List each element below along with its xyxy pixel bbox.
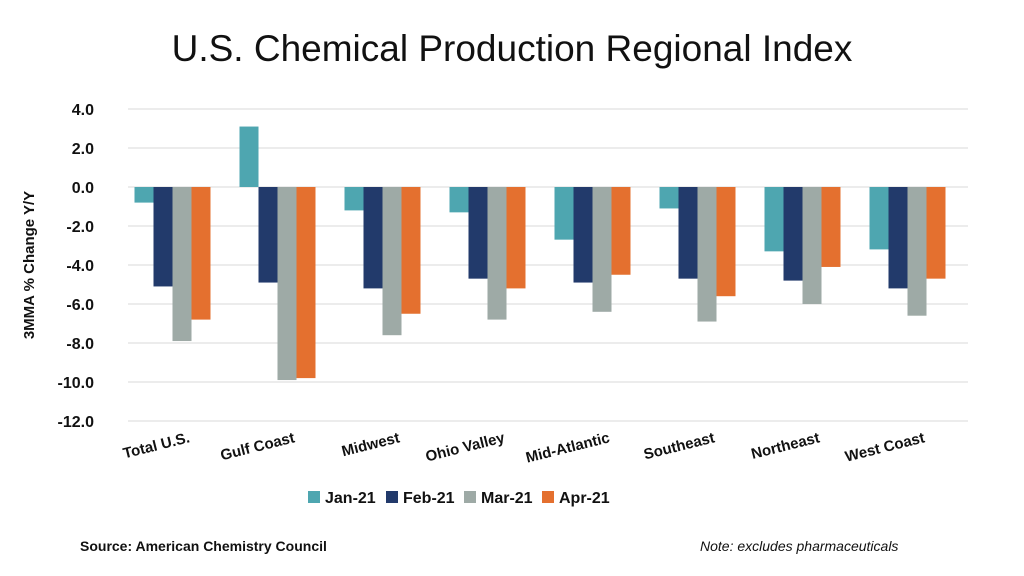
bar-feb-21 — [783, 187, 803, 281]
x-tick-label: Mid-Atlantic — [524, 429, 611, 466]
x-tick-label: Ohio Valley — [424, 429, 507, 465]
bar-feb-21 — [258, 187, 278, 283]
x-tick-label: Total U.S. — [121, 429, 191, 462]
bar-jan-21 — [449, 187, 469, 213]
legend-swatch — [542, 491, 554, 503]
bar-apr-21 — [821, 187, 841, 267]
y-tick-label: -10.0 — [58, 375, 95, 392]
x-tick-label: Midwest — [340, 429, 402, 460]
bar-feb-21 — [888, 187, 908, 289]
y-tick-label: -6.0 — [66, 297, 94, 314]
bar-mar-21 — [277, 187, 297, 381]
bar-mar-21 — [172, 187, 192, 342]
bar-jan-21 — [869, 187, 889, 250]
x-tick-label: Gulf Coast — [219, 429, 297, 464]
bar-apr-21 — [926, 187, 946, 279]
legend-swatch — [308, 491, 320, 503]
bar-mar-21 — [592, 187, 612, 312]
y-tick-label: -8.0 — [66, 336, 94, 353]
bar-feb-21 — [678, 187, 698, 279]
bar-apr-21 — [716, 187, 736, 297]
legend-label: Mar-21 — [481, 490, 533, 507]
bar-jan-21 — [659, 187, 679, 209]
bar-feb-21 — [153, 187, 173, 287]
legend-swatch — [464, 491, 476, 503]
y-tick-label: 2.0 — [72, 141, 94, 158]
bar-jan-21 — [764, 187, 784, 252]
bar-jan-21 — [344, 187, 364, 211]
y-tick-label: 4.0 — [72, 102, 94, 119]
note-text: Note: excludes pharmaceuticals — [700, 538, 899, 554]
legend-label: Feb-21 — [403, 490, 455, 507]
legend-swatch — [386, 491, 398, 503]
bar-apr-21 — [611, 187, 631, 275]
y-axis-label: 3MMA % Change Y/Y — [21, 191, 38, 339]
bar-jan-21 — [134, 187, 154, 203]
legend-label: Jan-21 — [325, 490, 376, 507]
bar-apr-21 — [401, 187, 421, 314]
bar-mar-21 — [382, 187, 402, 336]
y-tick-label: -4.0 — [66, 258, 94, 275]
y-tick-label: -2.0 — [66, 219, 94, 236]
bar-mar-21 — [487, 187, 507, 320]
bar-apr-21 — [296, 187, 316, 379]
x-tick-label: Southeast — [642, 429, 716, 463]
bar-feb-21 — [363, 187, 383, 289]
x-tick-label: Northeast — [749, 429, 821, 462]
chart-title: U.S. Chemical Production Regional Index — [171, 28, 853, 69]
bar-mar-21 — [907, 187, 927, 316]
bar-feb-21 — [468, 187, 488, 279]
bar-apr-21 — [191, 187, 211, 320]
bar-mar-21 — [802, 187, 822, 304]
x-tick-label: West Coast — [843, 429, 926, 465]
bar-jan-21 — [239, 126, 259, 187]
source-text: Source: American Chemistry Council — [80, 538, 327, 554]
legend-label: Apr-21 — [559, 490, 610, 507]
bar-apr-21 — [506, 187, 526, 289]
y-tick-label: -12.0 — [58, 414, 95, 431]
y-tick-label: 0.0 — [72, 180, 94, 197]
bar-jan-21 — [554, 187, 574, 240]
bar-mar-21 — [697, 187, 717, 322]
bar-feb-21 — [573, 187, 593, 283]
